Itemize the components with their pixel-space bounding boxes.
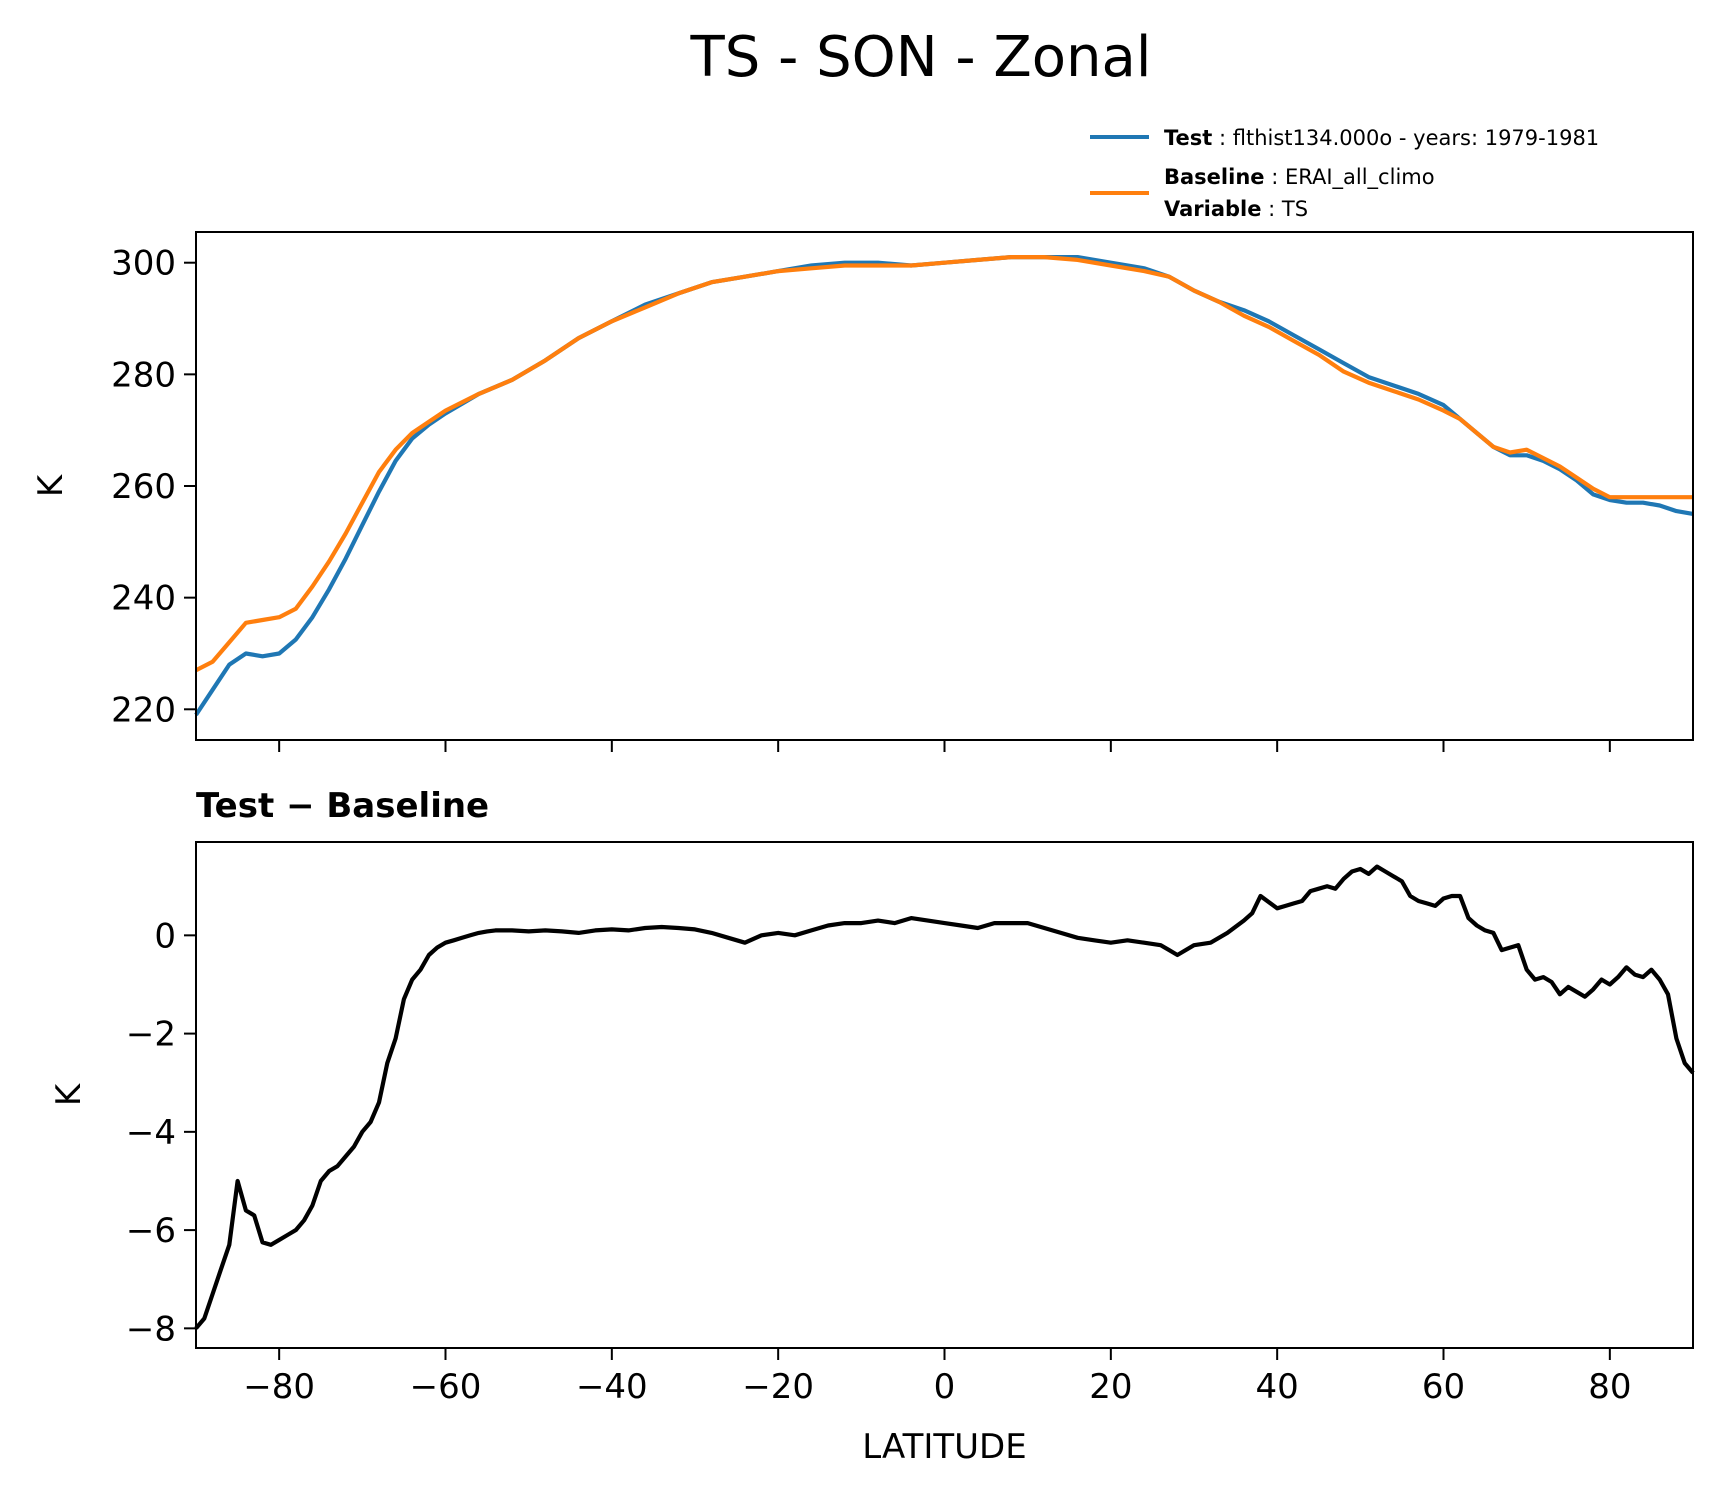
x-tick-label: 80 bbox=[1588, 1367, 1631, 1407]
y-tick-label: −6 bbox=[126, 1211, 176, 1251]
legend-entry-baseline: Baseline : ERAI_all_climo bbox=[1164, 165, 1435, 190]
panel-title: Test − Baseline bbox=[196, 786, 489, 826]
series-line-1 bbox=[195, 255, 1693, 673]
figure-title: TS - SON - Zonal bbox=[690, 25, 1152, 90]
legend-separator: : bbox=[1212, 126, 1232, 150]
y-tick-label: −8 bbox=[126, 1309, 176, 1349]
legend: Test : flthist134.000o - years: 1979-198… bbox=[1090, 126, 1599, 221]
x-tick-label: 0 bbox=[934, 1367, 956, 1407]
y-axis-label: K bbox=[31, 473, 71, 497]
legend-entry-test: Test : flthist134.000o - years: 1979-198… bbox=[1164, 126, 1599, 150]
x-tick-label: −20 bbox=[742, 1367, 814, 1407]
legend-entry-variable: Variable : TS bbox=[1164, 197, 1308, 221]
y-tick-label: 260 bbox=[111, 467, 176, 507]
y-tick-label: −4 bbox=[126, 1113, 176, 1153]
x-tick-label: −80 bbox=[243, 1367, 315, 1407]
y-axis-label: K bbox=[49, 1082, 89, 1106]
legend-separator: : bbox=[1265, 165, 1285, 189]
legend-value-variable: TS bbox=[1281, 197, 1308, 221]
x-tick-label: 40 bbox=[1256, 1367, 1299, 1407]
top-panel: 220 240 260 280 300 K bbox=[31, 231, 1694, 752]
y-tick-label: −2 bbox=[126, 1015, 176, 1055]
x-axis-label: LATITUDE bbox=[862, 1427, 1026, 1467]
legend-value-test: flthist134.000o - years: 1979-1981 bbox=[1233, 126, 1599, 150]
legend-label-variable: Variable bbox=[1164, 197, 1261, 221]
legend-label-baseline: Baseline bbox=[1164, 165, 1265, 189]
y-tick-label: 220 bbox=[111, 690, 176, 730]
y-tick-label: 0 bbox=[154, 916, 176, 956]
x-tick-label: 60 bbox=[1422, 1367, 1465, 1407]
x-tick-label: −60 bbox=[410, 1367, 482, 1407]
legend-separator: : bbox=[1261, 197, 1281, 221]
legend-label-test: Test bbox=[1164, 126, 1212, 150]
y-tick-label: 300 bbox=[111, 244, 176, 284]
y-tick-label: 240 bbox=[111, 579, 176, 619]
legend-value-baseline: ERAI_all_climo bbox=[1285, 165, 1435, 190]
difference-panel: −80 −60 −40 −20 0 20 40 60 80−8−6−4−20KLATITUDET… bbox=[49, 786, 1695, 1467]
y-tick-label: 280 bbox=[111, 355, 176, 395]
x-tick-label: −40 bbox=[576, 1367, 648, 1407]
x-tick-label: 20 bbox=[1089, 1367, 1132, 1407]
series-line-0 bbox=[194, 864, 1695, 1330]
